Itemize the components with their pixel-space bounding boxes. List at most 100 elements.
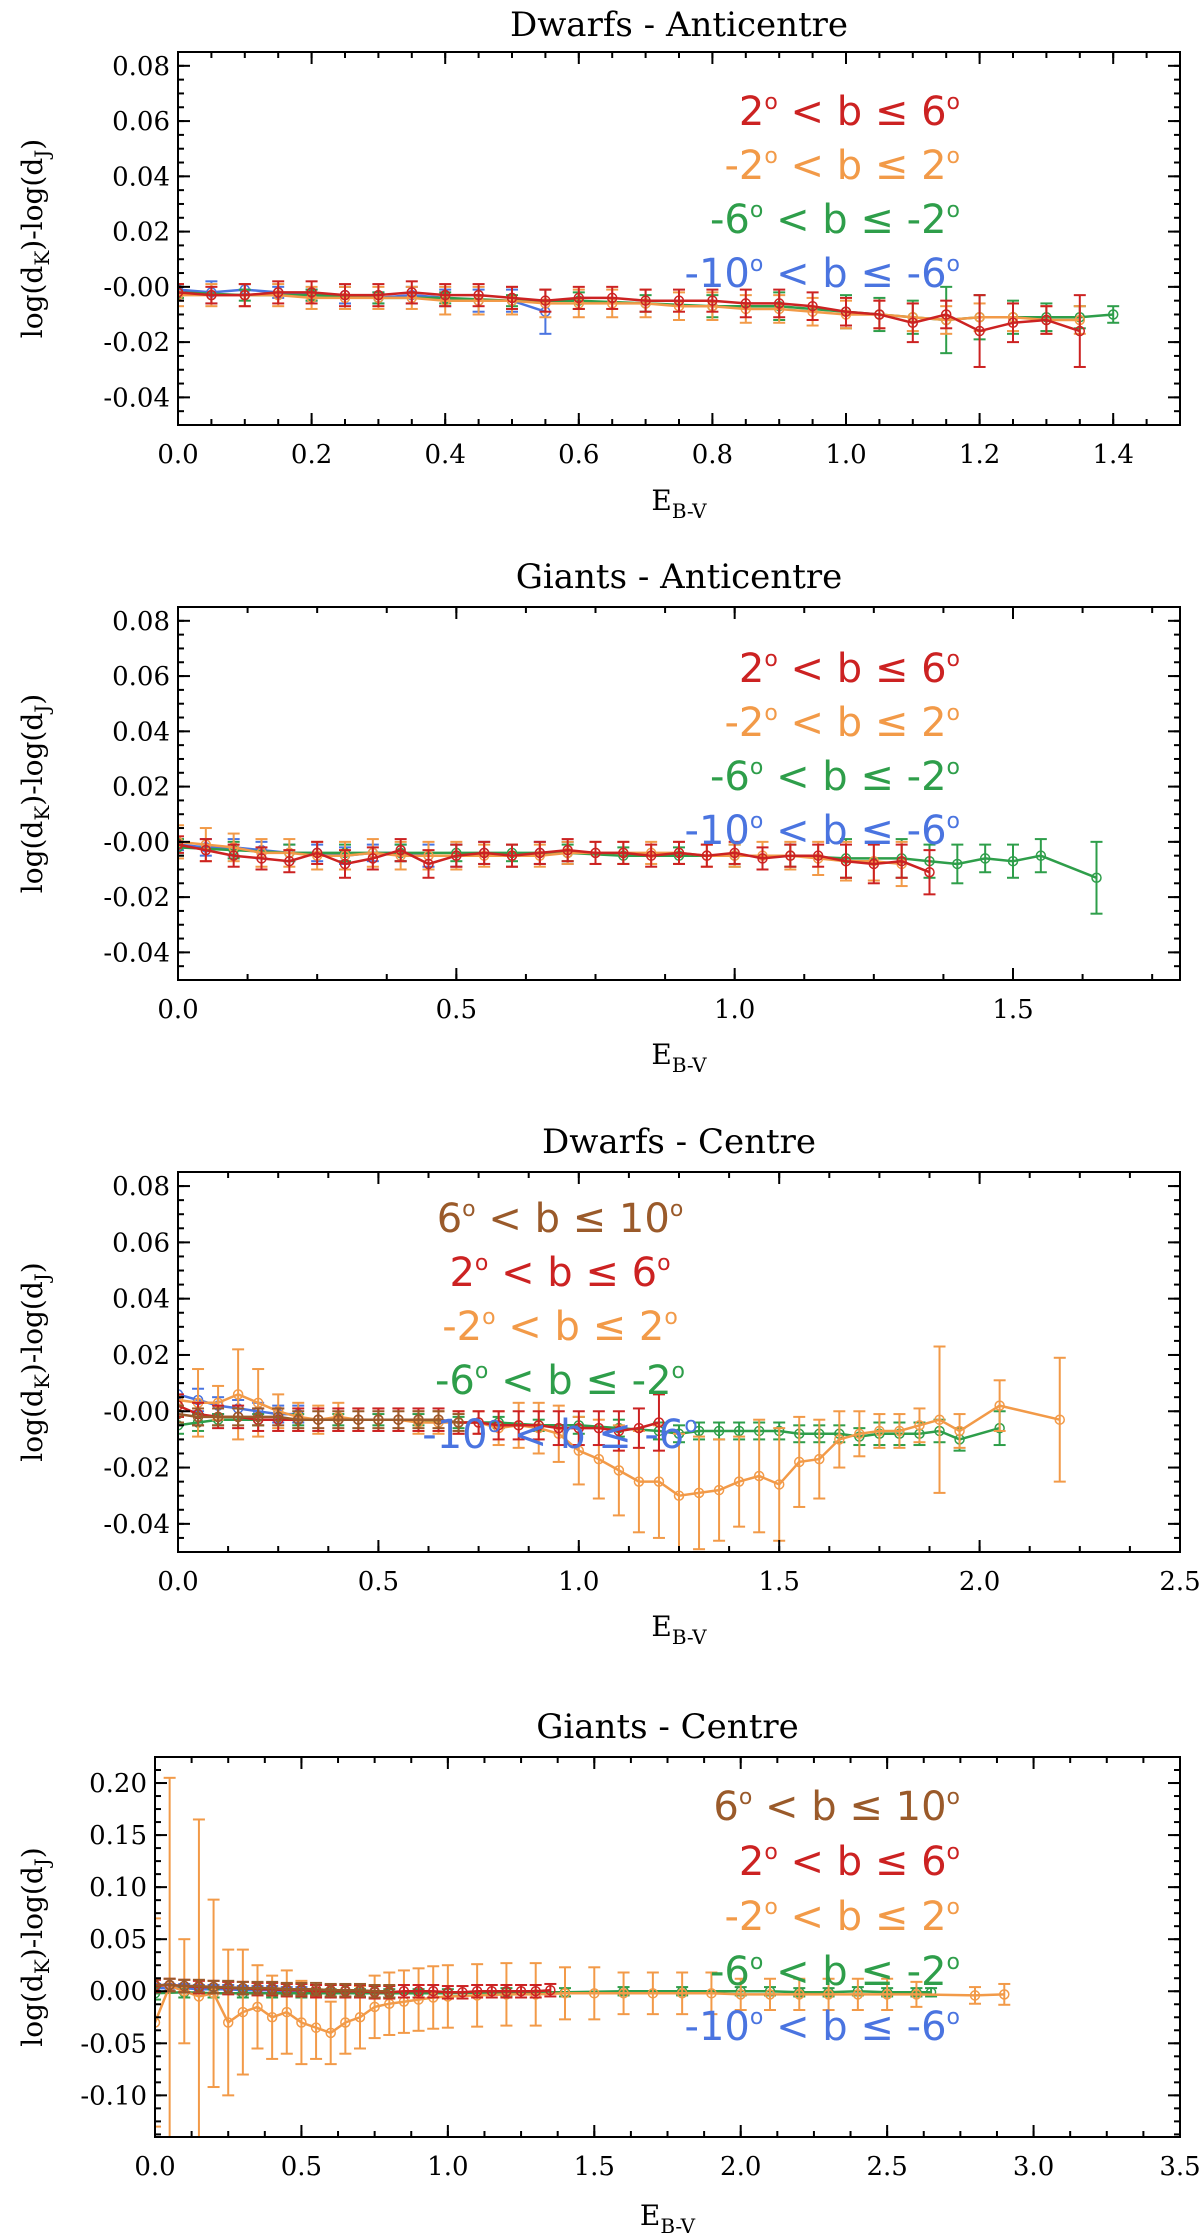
data-point bbox=[617, 840, 630, 865]
legend-entry: -6o < b ≤ -2o bbox=[710, 197, 960, 243]
point-marker bbox=[573, 1422, 585, 1434]
data-point bbox=[506, 285, 518, 310]
point-marker bbox=[192, 1411, 204, 1423]
data-point bbox=[706, 288, 719, 313]
data-point bbox=[472, 1410, 485, 1435]
data-point bbox=[813, 1418, 826, 1500]
data-point bbox=[222, 1948, 235, 2097]
point-marker bbox=[974, 325, 985, 337]
point-marker bbox=[911, 1989, 922, 2000]
data-point bbox=[232, 1407, 245, 1427]
data-point bbox=[632, 1407, 645, 1449]
data-point bbox=[515, 1984, 528, 1999]
point-marker bbox=[457, 1987, 468, 1998]
data-point bbox=[1073, 294, 1086, 368]
data-point bbox=[544, 1982, 557, 1998]
plot-frame bbox=[154, 1756, 1181, 2138]
point-marker bbox=[339, 289, 351, 301]
point-marker bbox=[228, 850, 239, 861]
point-marker bbox=[384, 1985, 395, 1997]
data-point bbox=[272, 1407, 285, 1427]
data-point bbox=[178, 835, 184, 854]
x-tick-label: 1.0 bbox=[427, 2152, 468, 2182]
y-tick-label: -0.00 bbox=[103, 273, 170, 303]
point-marker bbox=[868, 858, 880, 870]
legend-entry: -2o < b ≤ 2o bbox=[442, 1304, 678, 1350]
data-point bbox=[512, 1410, 525, 1441]
plot-area bbox=[178, 824, 1103, 915]
y-tick-label: 0.15 bbox=[89, 1821, 147, 1851]
legend-entry: 2o < b ≤ 6o bbox=[739, 89, 960, 135]
point-marker bbox=[925, 1987, 937, 1998]
legend-entry: -2o < b ≤ 2o bbox=[724, 143, 960, 189]
point-marker bbox=[281, 2006, 293, 2018]
plot-area bbox=[155, 1776, 1011, 2137]
x-tick-label: 1.0 bbox=[825, 440, 866, 470]
y-tick-label: 0.06 bbox=[112, 1228, 170, 1258]
point-marker bbox=[442, 1987, 454, 1998]
data-point bbox=[251, 1964, 264, 2050]
point-marker bbox=[395, 844, 406, 856]
point-marker bbox=[530, 1985, 541, 1997]
point-marker bbox=[785, 850, 796, 861]
point-marker bbox=[340, 1984, 351, 1996]
data-point bbox=[227, 843, 240, 868]
point-marker bbox=[212, 1411, 224, 1423]
y-tick-label: 0.04 bbox=[112, 717, 170, 747]
point-marker bbox=[673, 847, 685, 859]
point-marker bbox=[239, 289, 251, 301]
data-point bbox=[212, 1407, 225, 1427]
point-marker bbox=[852, 1989, 864, 2000]
point-marker bbox=[296, 1983, 307, 1995]
plot-frame bbox=[177, 606, 1181, 981]
point-marker bbox=[1074, 325, 1086, 337]
data-point bbox=[383, 1984, 396, 1999]
data-point bbox=[734, 1977, 747, 2011]
point-marker bbox=[733, 1476, 745, 1487]
point-marker bbox=[676, 1988, 688, 1999]
legend-entry: -10o < b ≤ -6o bbox=[422, 1412, 697, 1458]
point-marker bbox=[1054, 1414, 1066, 1425]
data-point bbox=[806, 291, 819, 322]
data-point bbox=[283, 849, 296, 874]
point-marker bbox=[501, 1985, 512, 1997]
point-marker bbox=[206, 289, 217, 301]
y-tick-label: -0.04 bbox=[103, 938, 170, 968]
data-point bbox=[893, 1413, 906, 1449]
point-marker bbox=[940, 309, 952, 320]
y-tick-label: 0.08 bbox=[112, 52, 170, 82]
point-marker bbox=[994, 1400, 1005, 1411]
point-marker bbox=[573, 292, 585, 304]
chart-title: Dwarfs - Centre bbox=[542, 1122, 816, 1162]
y-tick-label: -0.10 bbox=[80, 2081, 147, 2111]
data-point bbox=[324, 2000, 337, 2066]
point-marker bbox=[373, 289, 384, 301]
data-point bbox=[310, 1995, 323, 2060]
data-point bbox=[272, 280, 285, 305]
point-marker bbox=[339, 858, 351, 870]
data-point bbox=[332, 1410, 345, 1430]
y-tick-label: 0.06 bbox=[112, 107, 170, 137]
legend-entry: -10o < b ≤ -6o bbox=[685, 251, 960, 297]
point-marker bbox=[589, 1988, 600, 1999]
data-point bbox=[773, 288, 786, 319]
point-marker bbox=[178, 1394, 184, 1406]
point-marker bbox=[693, 1425, 705, 1437]
data-point bbox=[998, 1982, 1011, 2006]
data-point bbox=[969, 1986, 981, 2005]
data-point bbox=[953, 1413, 966, 1449]
data-point bbox=[450, 843, 463, 868]
point-marker bbox=[573, 1445, 585, 1456]
data-point bbox=[673, 1432, 685, 1552]
point-marker bbox=[178, 284, 184, 295]
point-marker bbox=[266, 1982, 278, 1994]
point-marker bbox=[618, 1988, 629, 1999]
x-tick-label: 0.6 bbox=[558, 440, 599, 470]
legend-entry: 2o < b ≤ 6o bbox=[739, 1839, 960, 1885]
data-point bbox=[606, 285, 619, 310]
data-point bbox=[366, 846, 379, 871]
data-point bbox=[973, 294, 986, 368]
x-tick-label: 2.5 bbox=[866, 2152, 907, 2182]
data-point bbox=[439, 283, 452, 308]
data-point bbox=[339, 283, 351, 308]
